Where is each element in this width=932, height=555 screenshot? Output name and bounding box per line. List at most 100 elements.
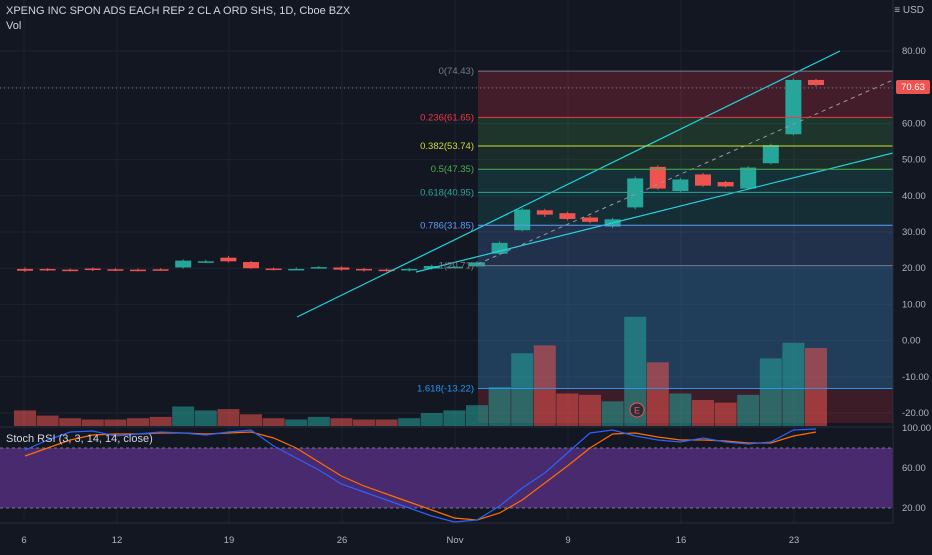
- fib-zone: [478, 117, 893, 147]
- price-tag-value: 70.63: [901, 82, 925, 93]
- volume-bar: [669, 393, 692, 426]
- candle: [288, 268, 305, 271]
- candle: [152, 269, 169, 271]
- price-axis-label: 60.00: [902, 118, 926, 129]
- fib-zone: [478, 71, 893, 118]
- volume-bar: [533, 345, 556, 426]
- volume-bar: [443, 410, 466, 426]
- volume-bar: [307, 416, 330, 426]
- candle: [401, 268, 418, 271]
- candle: [39, 268, 56, 271]
- fib-level-label: 1.618(-13.22): [417, 383, 474, 394]
- candle: [378, 269, 395, 272]
- date-axis-label: Nov: [447, 535, 464, 546]
- date-axis-label: 6: [21, 535, 26, 546]
- fib-level-label: 0.382(53.74): [420, 141, 474, 152]
- date-axis-label: 23: [789, 535, 800, 546]
- fib-level-label: 0.236(61.65): [420, 112, 474, 123]
- stoch-axis-label: 100.00: [902, 423, 931, 434]
- candle: [17, 268, 33, 271]
- candle: [197, 261, 214, 263]
- candle: [649, 166, 666, 189]
- candle: [333, 267, 350, 270]
- candle: [356, 268, 372, 271]
- channel-upper-line: [296, 50, 841, 318]
- candle: [536, 210, 553, 215]
- candle: [84, 268, 101, 271]
- price-axis-label: 80.00: [902, 46, 926, 57]
- price-axis-label: -10.00: [902, 372, 929, 383]
- candle: [130, 269, 146, 272]
- candle: [808, 79, 824, 86]
- candle: [740, 167, 757, 189]
- volume-bar: [36, 415, 59, 426]
- date-axis-label: 19: [224, 535, 235, 546]
- symbol-title: XPENG INC SPON ADS EACH REP 2 CL A ORD S…: [6, 5, 351, 17]
- price-axis-label: 50.00: [902, 155, 926, 166]
- price-axis-label: -20.00: [902, 408, 929, 419]
- price-axis-label: 0.00: [902, 336, 921, 347]
- volume-bar: [601, 401, 624, 426]
- volume-bar: [624, 316, 647, 426]
- candle: [672, 179, 689, 192]
- candle: [559, 213, 576, 219]
- volume-bar: [782, 342, 805, 426]
- candle: [717, 182, 734, 187]
- volume-bar: [805, 348, 827, 426]
- candle: [514, 209, 531, 231]
- volume-bar: [194, 410, 217, 426]
- volume-bar: [262, 418, 285, 426]
- candle: [107, 269, 124, 271]
- volume-bar: [59, 418, 82, 426]
- stoch-rsi-label: Stoch RSI (3, 3, 14, 14, close): [6, 433, 153, 445]
- volume-bar: [579, 394, 601, 426]
- volume-bar: [692, 400, 714, 426]
- candle: [491, 242, 508, 254]
- earnings-icon: [629, 402, 645, 418]
- earnings-marker-label: E: [634, 406, 640, 416]
- volume-bar: [127, 418, 149, 426]
- date-axis-label: 16: [676, 535, 687, 546]
- stoch-rsi-band: [0, 448, 893, 508]
- candle: [762, 145, 779, 164]
- stoch-axis-label: 20.00: [902, 503, 926, 514]
- date-axis-label: 26: [337, 535, 348, 546]
- candle: [62, 269, 79, 272]
- volume-bar: [488, 387, 511, 426]
- currency-label[interactable]: ≡ USD: [894, 5, 924, 16]
- fib-level-label: 0.5(47.35): [431, 164, 474, 175]
- volume-bar: [353, 419, 375, 426]
- volume-bar: [398, 418, 421, 426]
- fib-level-label: 1(20.71): [439, 261, 474, 272]
- stoch-d-line: [24, 431, 817, 521]
- candle: [469, 262, 485, 267]
- volume-bar: [149, 416, 172, 426]
- fib-level-label: 0.618(40.95): [420, 187, 474, 198]
- date-axis-label: 12: [112, 535, 123, 546]
- price-tag: [896, 80, 930, 94]
- volume-bar: [240, 414, 262, 426]
- volume-bar: [511, 353, 534, 426]
- volume-label: Vol: [6, 20, 22, 32]
- date-axis-label: 9: [565, 535, 570, 546]
- candle: [446, 266, 463, 269]
- menu-icon: ≡: [894, 5, 901, 16]
- volume-bar: [81, 419, 104, 426]
- fib-level-label: 0(74.43): [439, 66, 474, 77]
- channel-lower-line: [415, 152, 894, 273]
- volume-bar: [285, 419, 308, 426]
- price-axis-label: 30.00: [902, 227, 926, 238]
- candle: [695, 174, 711, 186]
- volume-bar: [330, 418, 353, 426]
- candle: [310, 267, 327, 269]
- price-axis-label: 20.00: [902, 263, 926, 274]
- candle: [265, 268, 282, 271]
- candle: [785, 79, 802, 135]
- fib-trend-line: [477, 79, 894, 265]
- candle: [175, 260, 192, 268]
- fib-level-label: 0.786(31.85): [420, 220, 474, 231]
- fib-zone: [478, 146, 893, 170]
- candle: [243, 262, 259, 269]
